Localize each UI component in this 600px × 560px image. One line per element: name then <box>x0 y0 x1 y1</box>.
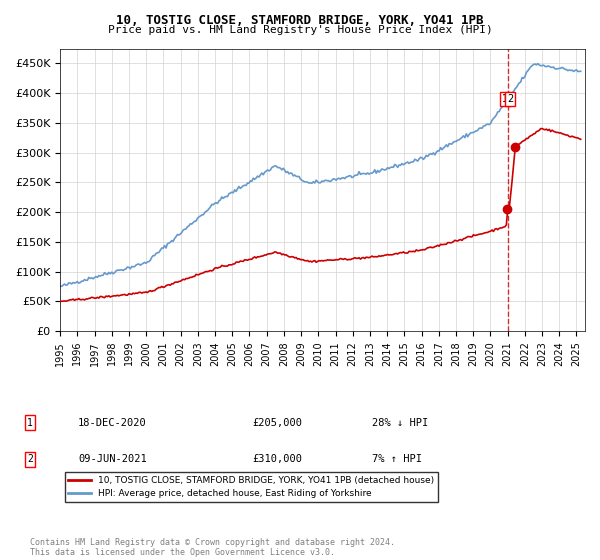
Text: 7% ↑ HPI: 7% ↑ HPI <box>372 454 422 464</box>
Text: 2: 2 <box>27 454 33 464</box>
Text: 18-DEC-2020: 18-DEC-2020 <box>78 418 147 428</box>
Text: 1: 1 <box>502 94 508 104</box>
Text: 09-JUN-2021: 09-JUN-2021 <box>78 454 147 464</box>
Text: 10, TOSTIG CLOSE, STAMFORD BRIDGE, YORK, YO41 1PB: 10, TOSTIG CLOSE, STAMFORD BRIDGE, YORK,… <box>116 14 484 27</box>
Text: Contains HM Land Registry data © Crown copyright and database right 2024.
This d: Contains HM Land Registry data © Crown c… <box>30 538 395 557</box>
Text: 28% ↓ HPI: 28% ↓ HPI <box>372 418 428 428</box>
Text: £205,000: £205,000 <box>252 418 302 428</box>
Text: £310,000: £310,000 <box>252 454 302 464</box>
Text: Price paid vs. HM Land Registry's House Price Index (HPI): Price paid vs. HM Land Registry's House … <box>107 25 493 35</box>
Legend: 10, TOSTIG CLOSE, STAMFORD BRIDGE, YORK, YO41 1PB (detached house), HPI: Average: 10, TOSTIG CLOSE, STAMFORD BRIDGE, YORK,… <box>65 472 438 502</box>
Text: 2: 2 <box>507 94 513 104</box>
Text: 1: 1 <box>27 418 33 428</box>
